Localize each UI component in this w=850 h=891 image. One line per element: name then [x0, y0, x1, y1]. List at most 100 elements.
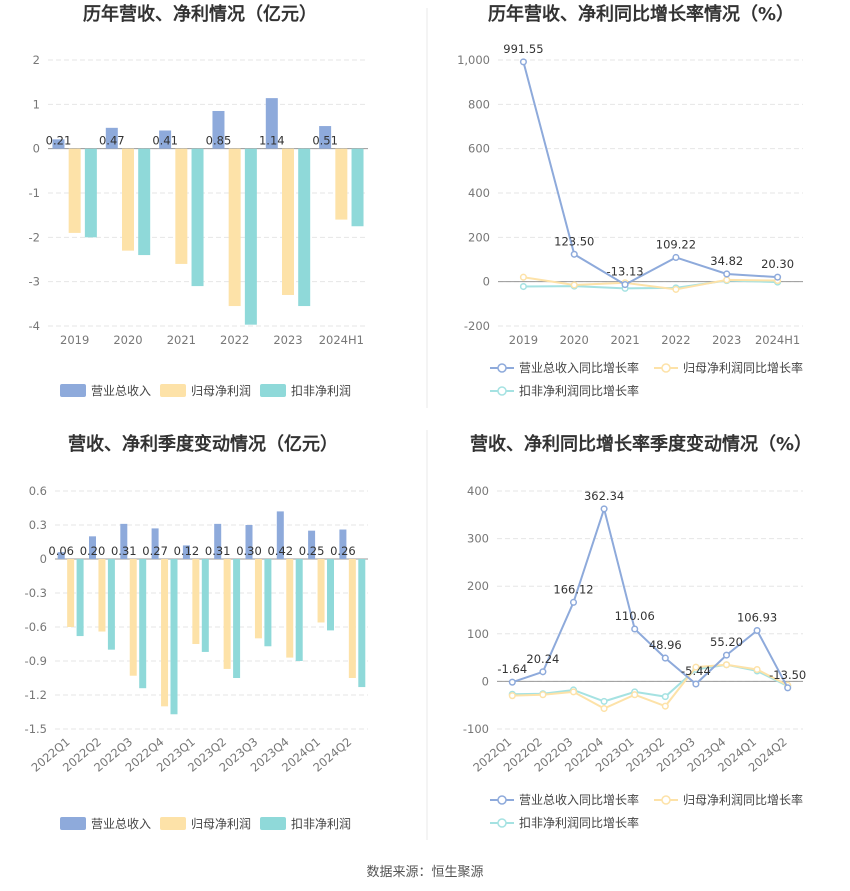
bar-net-profit	[161, 559, 169, 707]
bar-revenue	[245, 525, 253, 559]
x-tick-label: 2023	[712, 333, 741, 347]
bar-revenue	[212, 110, 225, 149]
line-point	[661, 693, 669, 701]
line-point	[692, 663, 700, 671]
bar-net-profit	[122, 148, 134, 251]
y-tick-label: 0	[33, 142, 40, 156]
bar-net-profit	[192, 559, 200, 644]
source-note: 数据来源：恒生聚源	[366, 865, 483, 880]
bar-revenue	[276, 511, 284, 559]
legend-label: 归母净利润同比增长率	[683, 360, 803, 375]
bar-net-profit	[223, 559, 231, 669]
y-tick-label: -100	[463, 722, 489, 736]
data-label: 0.42	[267, 544, 293, 558]
x-tick-label: 2020	[560, 333, 589, 347]
legend-swatch	[260, 384, 286, 397]
line-point	[722, 661, 731, 669]
y-tick-label: -1.5	[25, 722, 47, 736]
bar-revenue	[159, 130, 172, 149]
legend-swatch-dot	[497, 818, 507, 828]
line-point	[692, 680, 700, 688]
data-label: 0.85	[206, 134, 232, 148]
legend-label: 营业总收入	[91, 817, 151, 831]
data-label: 991.55	[503, 42, 543, 56]
y-tick-label: -4	[29, 319, 40, 333]
data-label: -13.50	[769, 668, 806, 682]
legend-label: 扣非净利润同比增长率	[519, 383, 639, 398]
line-point	[600, 697, 608, 705]
legend-swatch	[60, 384, 86, 397]
legend-label: 扣非净利润	[291, 817, 351, 831]
chart-title: 历年营收、净利情况（亿元）	[83, 3, 317, 25]
data-label: 0.25	[299, 544, 325, 558]
data-label: 0.21	[46, 134, 72, 148]
bar-net-profit	[282, 148, 294, 295]
bar-deducted-profit	[139, 559, 147, 689]
y-tick-label: 100	[467, 627, 489, 641]
legend-label: 扣非净利润	[291, 384, 351, 398]
bar-revenue	[214, 523, 222, 559]
y-tick-label: -200	[464, 319, 490, 333]
y-tick-label: 600	[468, 142, 490, 156]
line-point	[569, 688, 578, 696]
y-tick-label: -0.3	[25, 586, 47, 600]
line-point	[508, 692, 516, 700]
bar-net-profit	[129, 559, 137, 676]
data-label: 0.31	[111, 544, 137, 558]
line-series	[523, 276, 778, 291]
y-tick-label: 1	[33, 97, 40, 111]
y-tick-label: 300	[467, 532, 489, 546]
bar-net-profit	[175, 148, 188, 264]
legend-swatch-dot	[661, 795, 671, 805]
line-series	[512, 663, 789, 710]
line-point	[753, 626, 761, 635]
data-label: 0.41	[152, 134, 178, 148]
legend-label: 营业总收入同比增长率	[519, 792, 639, 807]
line-point	[570, 281, 578, 289]
bar-revenue	[308, 530, 316, 559]
chart-title: 营收、净利季度变动情况（亿元）	[68, 433, 338, 455]
line-point	[784, 684, 792, 692]
data-label: 0.31	[205, 544, 231, 558]
x-tick-label: 2021	[610, 333, 639, 347]
line-point	[621, 281, 629, 289]
legend-swatch	[160, 384, 186, 397]
bar-revenue	[57, 552, 65, 559]
line-point	[774, 273, 782, 281]
legend-swatch-dot	[497, 363, 507, 373]
data-label: 20.30	[761, 257, 794, 271]
bar-deducted-profit	[244, 148, 257, 325]
bar-net-profit	[286, 559, 294, 658]
y-tick-label: 400	[467, 484, 489, 498]
annual_growth-chart: 历年营收、净利同比增长率情况（%） 1,000 800 600 400 200 0 -200 2…	[457, 3, 803, 398]
data-label: 0.06	[48, 544, 74, 558]
line-point	[672, 253, 680, 262]
chart-title: 营收、净利同比增长率季度变动情况（%）	[470, 433, 812, 455]
bar-revenue	[120, 523, 128, 559]
y-tick-label: 0	[482, 674, 489, 688]
data-label: 1.14	[259, 134, 285, 148]
line-point	[722, 651, 731, 659]
y-tick-label: 400	[468, 186, 490, 200]
data-label: 166.12	[553, 582, 593, 596]
y-tick-label: 800	[468, 97, 490, 111]
data-label: 55.20	[710, 635, 743, 649]
line-point	[519, 282, 527, 291]
y-tick-label: 200	[468, 230, 490, 244]
y-tick-label: -0.6	[25, 620, 47, 634]
line-point	[600, 505, 608, 513]
bar-net-profit	[254, 559, 262, 639]
line-point	[672, 285, 680, 293]
quarter_growth-chart: 营收、净利同比增长率季度变动情况（%）4003002001000-1002022…	[463, 433, 812, 830]
line-point	[569, 598, 578, 606]
bar-deducted-profit	[201, 559, 209, 652]
data-label: 109.22	[656, 237, 696, 251]
bar-deducted-profit	[191, 148, 204, 287]
bar-revenue	[182, 545, 190, 559]
bar-net-profit	[98, 559, 106, 632]
bar-deducted-profit	[327, 559, 334, 631]
bar-deducted-profit	[107, 559, 115, 650]
line-point	[519, 58, 527, 66]
bar-net-profit	[68, 148, 81, 233]
x-tick-label: 2022	[661, 333, 690, 347]
